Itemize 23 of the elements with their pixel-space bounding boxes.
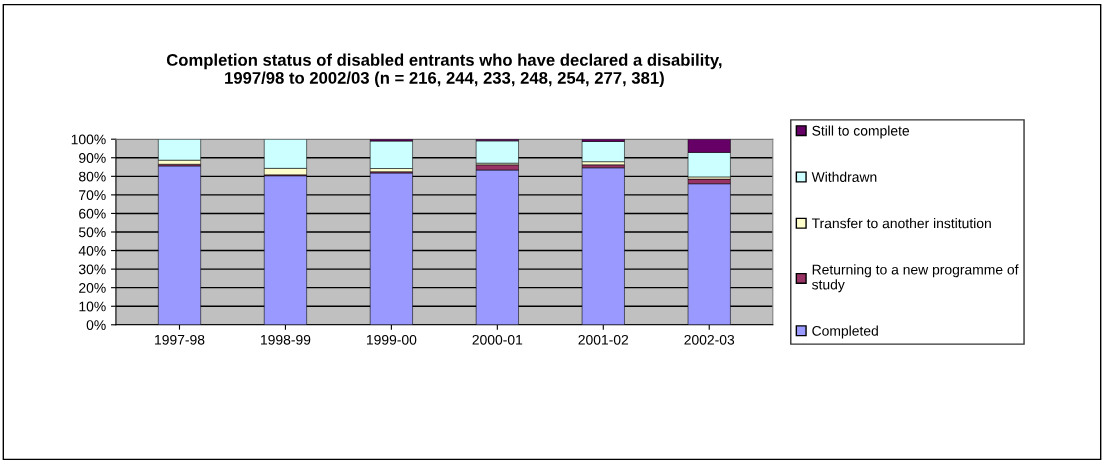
y-tick-label: 50% [78,227,106,238]
legend-label: Withdrawn [811,171,877,182]
x-tick-label: 2001-02 [578,334,629,345]
legend-label: Transfer to another institution [811,218,991,229]
y-tick-label: 70% [79,190,106,201]
legend-label: Completed [812,325,878,339]
legend-label: Still to complete [812,125,910,139]
x-tick-label: 2002-03 [684,334,735,345]
y-tick-label: 100% [71,134,106,145]
y-tick-label: 30% [78,264,106,275]
y-tick-label: 20% [79,283,106,293]
y-tick-label: 80% [79,171,106,182]
chart-title: Completion status of disabled entrants who have declared a disability, 1997/98 to 2002/03 (n = 216, 244, 233, 248, 254, 277, 381) [166,53,722,88]
x-tick-label: 1999-00 [366,334,417,345]
x-tick-label: 1998-99 [261,334,311,345]
x-tick-label: 2000-01 [472,334,523,345]
y-tick-label: 60% [79,208,106,219]
y-tick-label: 40% [78,245,106,256]
y-tick-label: 10% [79,301,106,312]
y-tick-label: 90% [79,153,106,163]
legend-label: Returning to a new programme of study [812,264,1019,293]
x-tick-label: 1997-98 [155,334,205,345]
y-tick-label: 0% [86,320,106,330]
